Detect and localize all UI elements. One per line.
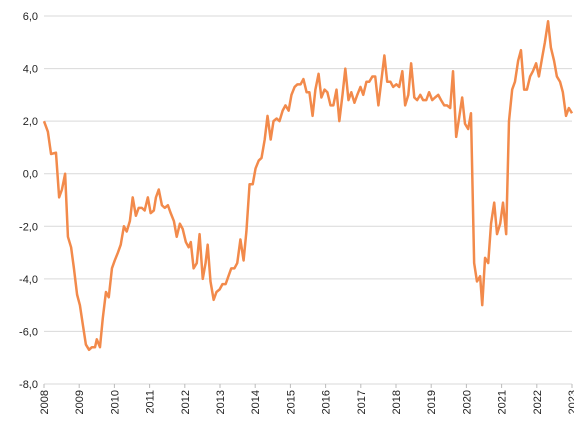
- x-tick-label: 2020: [461, 390, 473, 414]
- x-tick-label: 2010: [109, 390, 121, 414]
- x-tick-label: 2017: [356, 390, 368, 414]
- x-tick-label: 2016: [321, 390, 333, 414]
- y-tick-label: -2,0: [19, 221, 38, 233]
- x-tick-label: 2023: [567, 390, 574, 414]
- x-tick-label: 2008: [39, 390, 51, 414]
- x-tick-label: 2014: [250, 390, 262, 414]
- x-tick-label: 2018: [391, 390, 403, 414]
- x-tick-label: 2022: [532, 390, 544, 414]
- y-tick-label: -4,0: [19, 274, 38, 286]
- x-tick-label: 2019: [426, 390, 438, 414]
- y-tick-label: 4,0: [23, 64, 38, 76]
- x-tick-label: 2013: [215, 390, 227, 414]
- x-tick-label: 2015: [285, 390, 297, 414]
- x-tick-label: 2021: [497, 390, 509, 414]
- y-tick-label: 2,0: [23, 116, 38, 128]
- data-line: [42, 20, 574, 352]
- x-tick-label: 2012: [180, 390, 192, 414]
- y-tick-label: 6,0: [23, 11, 38, 23]
- y-tick-label: 0,0: [23, 169, 38, 181]
- y-tick-label: -6,0: [19, 326, 38, 338]
- x-tick-label: 2011: [145, 390, 157, 414]
- y-tick-label: -8,0: [19, 379, 38, 391]
- x-tick-label: 2009: [74, 390, 86, 414]
